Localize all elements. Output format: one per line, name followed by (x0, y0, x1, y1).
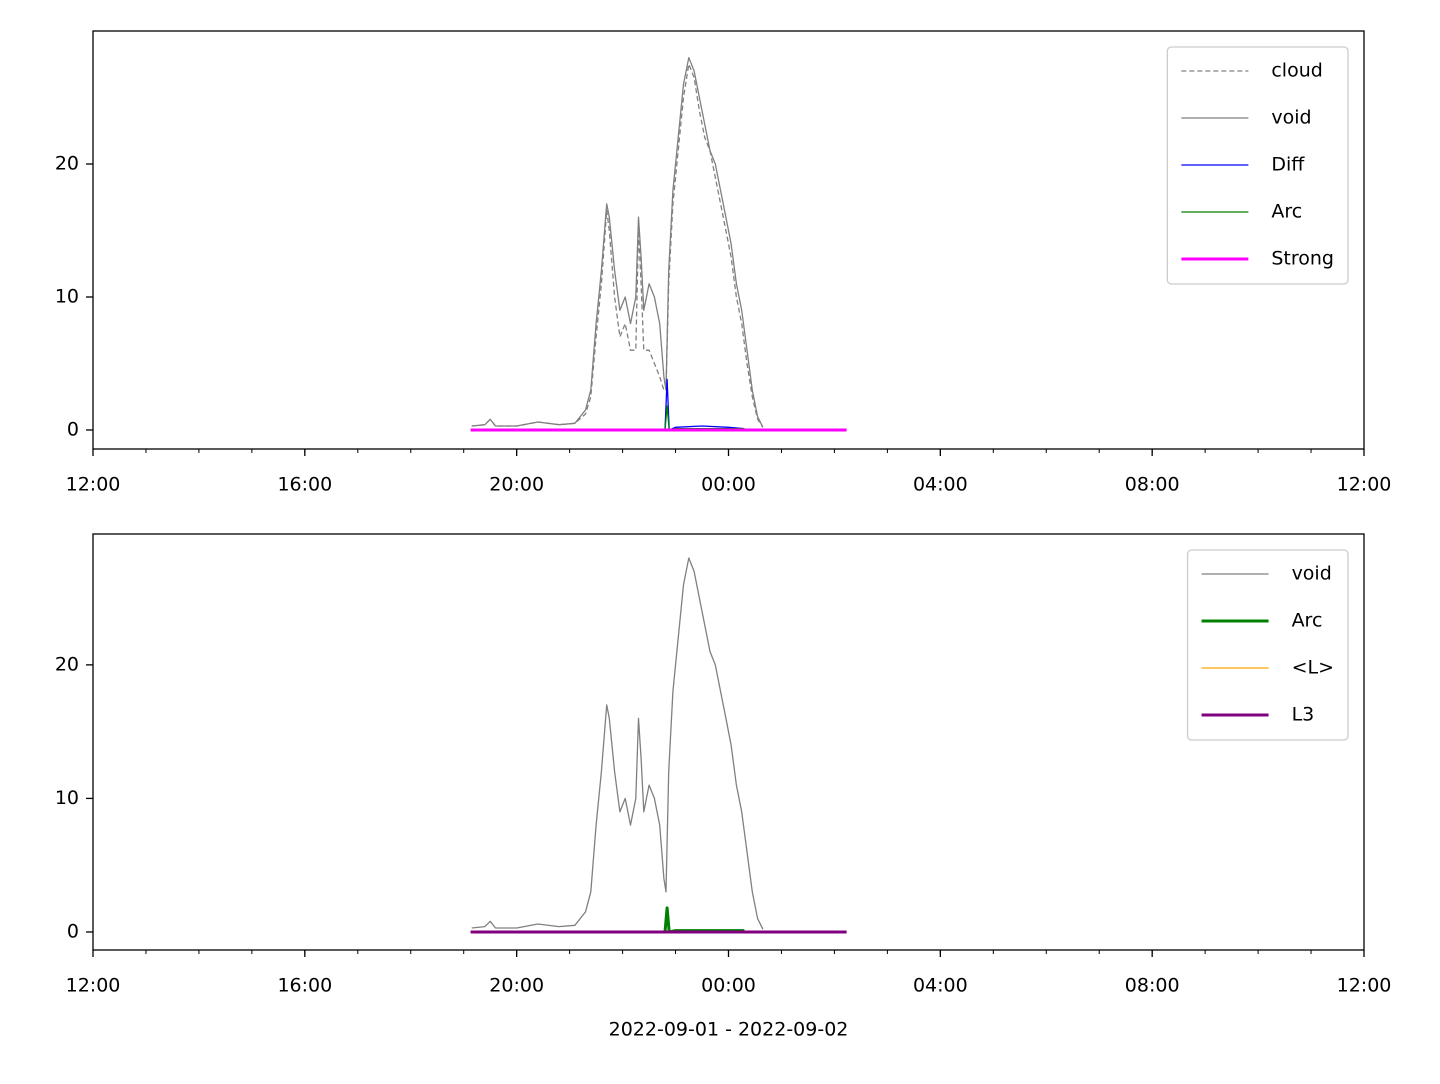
axes-frame (92, 533, 1365, 951)
series-line (664, 378, 745, 431)
legend-label: Strong (1271, 248, 1334, 270)
series-line (471, 63, 764, 428)
x-tick-label: 12:00 (1337, 474, 1392, 496)
x-tick-label: 20:00 (489, 975, 544, 997)
axes-frame (92, 30, 1365, 450)
legend: void Arc <L> L3 (1186, 549, 1349, 741)
y-tick-label: 10 (55, 285, 79, 307)
legend-label: Diff (1271, 154, 1305, 176)
x-tick-label: 12:00 (1337, 975, 1392, 997)
series-line (663, 906, 745, 934)
x-tick-label: 12:00 (66, 474, 121, 496)
x-tick-label: 16:00 (277, 975, 332, 997)
legend-frame (1186, 549, 1349, 741)
legend: cloud void Diff Arc Strong (1166, 46, 1349, 285)
x-tick-label: 00:00 (701, 474, 756, 496)
x-tick-label: 08:00 (1125, 474, 1180, 496)
legend-label: void (1271, 107, 1311, 129)
y-tick-label: 0 (67, 418, 79, 440)
y-tick-label: 20 (55, 653, 79, 675)
legend-label: Arc (1271, 201, 1302, 223)
series-line (471, 56, 764, 428)
series-line (471, 557, 764, 930)
legend-frame (1166, 46, 1349, 285)
y-tick-label: 0 (67, 920, 79, 942)
x-tick-label: 04:00 (913, 975, 968, 997)
legend-label: cloud (1271, 60, 1322, 82)
legend-label: Arc (1292, 610, 1323, 632)
legend-label: L3 (1292, 704, 1315, 726)
y-tick-label: 10 (55, 787, 79, 809)
x-tick-label: 08:00 (1125, 975, 1180, 997)
x-tick-label: 16:00 (277, 474, 332, 496)
legend-label: <L> (1292, 657, 1334, 679)
legend-label: void (1292, 563, 1332, 585)
x-tick-label: 12:00 (66, 975, 121, 997)
y-tick-label: 20 (55, 152, 79, 174)
x-tick-label: 04:00 (913, 474, 968, 496)
x-tick-label: 00:00 (701, 975, 756, 997)
x-axis-label: 2022-09-01 - 2022-09-02 (609, 1019, 849, 1041)
x-tick-label: 20:00 (489, 474, 544, 496)
